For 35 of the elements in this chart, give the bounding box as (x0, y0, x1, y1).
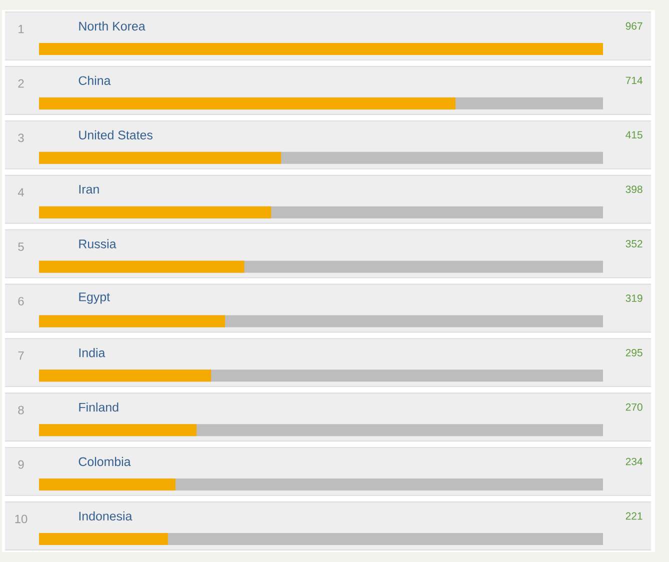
y-tick-label: Finland (79, 402, 118, 412)
text: 7 (18, 352, 24, 360)
text: 8 (18, 406, 24, 414)
text: 10 (15, 514, 28, 524)
text: 6 (18, 296, 24, 306)
data-label: 234 (626, 458, 642, 466)
data-label: 398 (626, 186, 642, 194)
data-label: 352 (626, 240, 642, 248)
y-tick-label: India (79, 348, 106, 358)
data-label: 295 (626, 348, 642, 356)
y-tick-label: Russia (79, 239, 116, 248)
data-label: 221 (626, 512, 642, 520)
bar (39, 532, 168, 545)
bar (39, 478, 176, 491)
data-label: 415 (626, 131, 642, 139)
text: 9 (18, 460, 24, 469)
text: 3 (18, 134, 24, 142)
y-tick-label: North Korea (79, 21, 146, 31)
y-tick-label: Indonesia (79, 511, 132, 521)
text: 5 (18, 242, 24, 251)
y-tick-label: Iran (79, 184, 99, 194)
text: 4 (18, 188, 24, 196)
y-tick-label: China (78, 76, 111, 86)
y-tick-label: Egypt (79, 292, 110, 304)
data-label: 319 (626, 294, 642, 302)
text: 2 (18, 79, 24, 88)
bar (39, 370, 212, 382)
data-label: 714 (626, 76, 642, 84)
text: 1 (18, 24, 24, 34)
bar (39, 424, 196, 436)
data-label: 270 (626, 403, 642, 411)
data-label: 967 (626, 22, 642, 30)
y-tick-label: Colombia (78, 456, 131, 466)
y-tick-label: United States (79, 130, 152, 140)
bar (39, 315, 226, 328)
